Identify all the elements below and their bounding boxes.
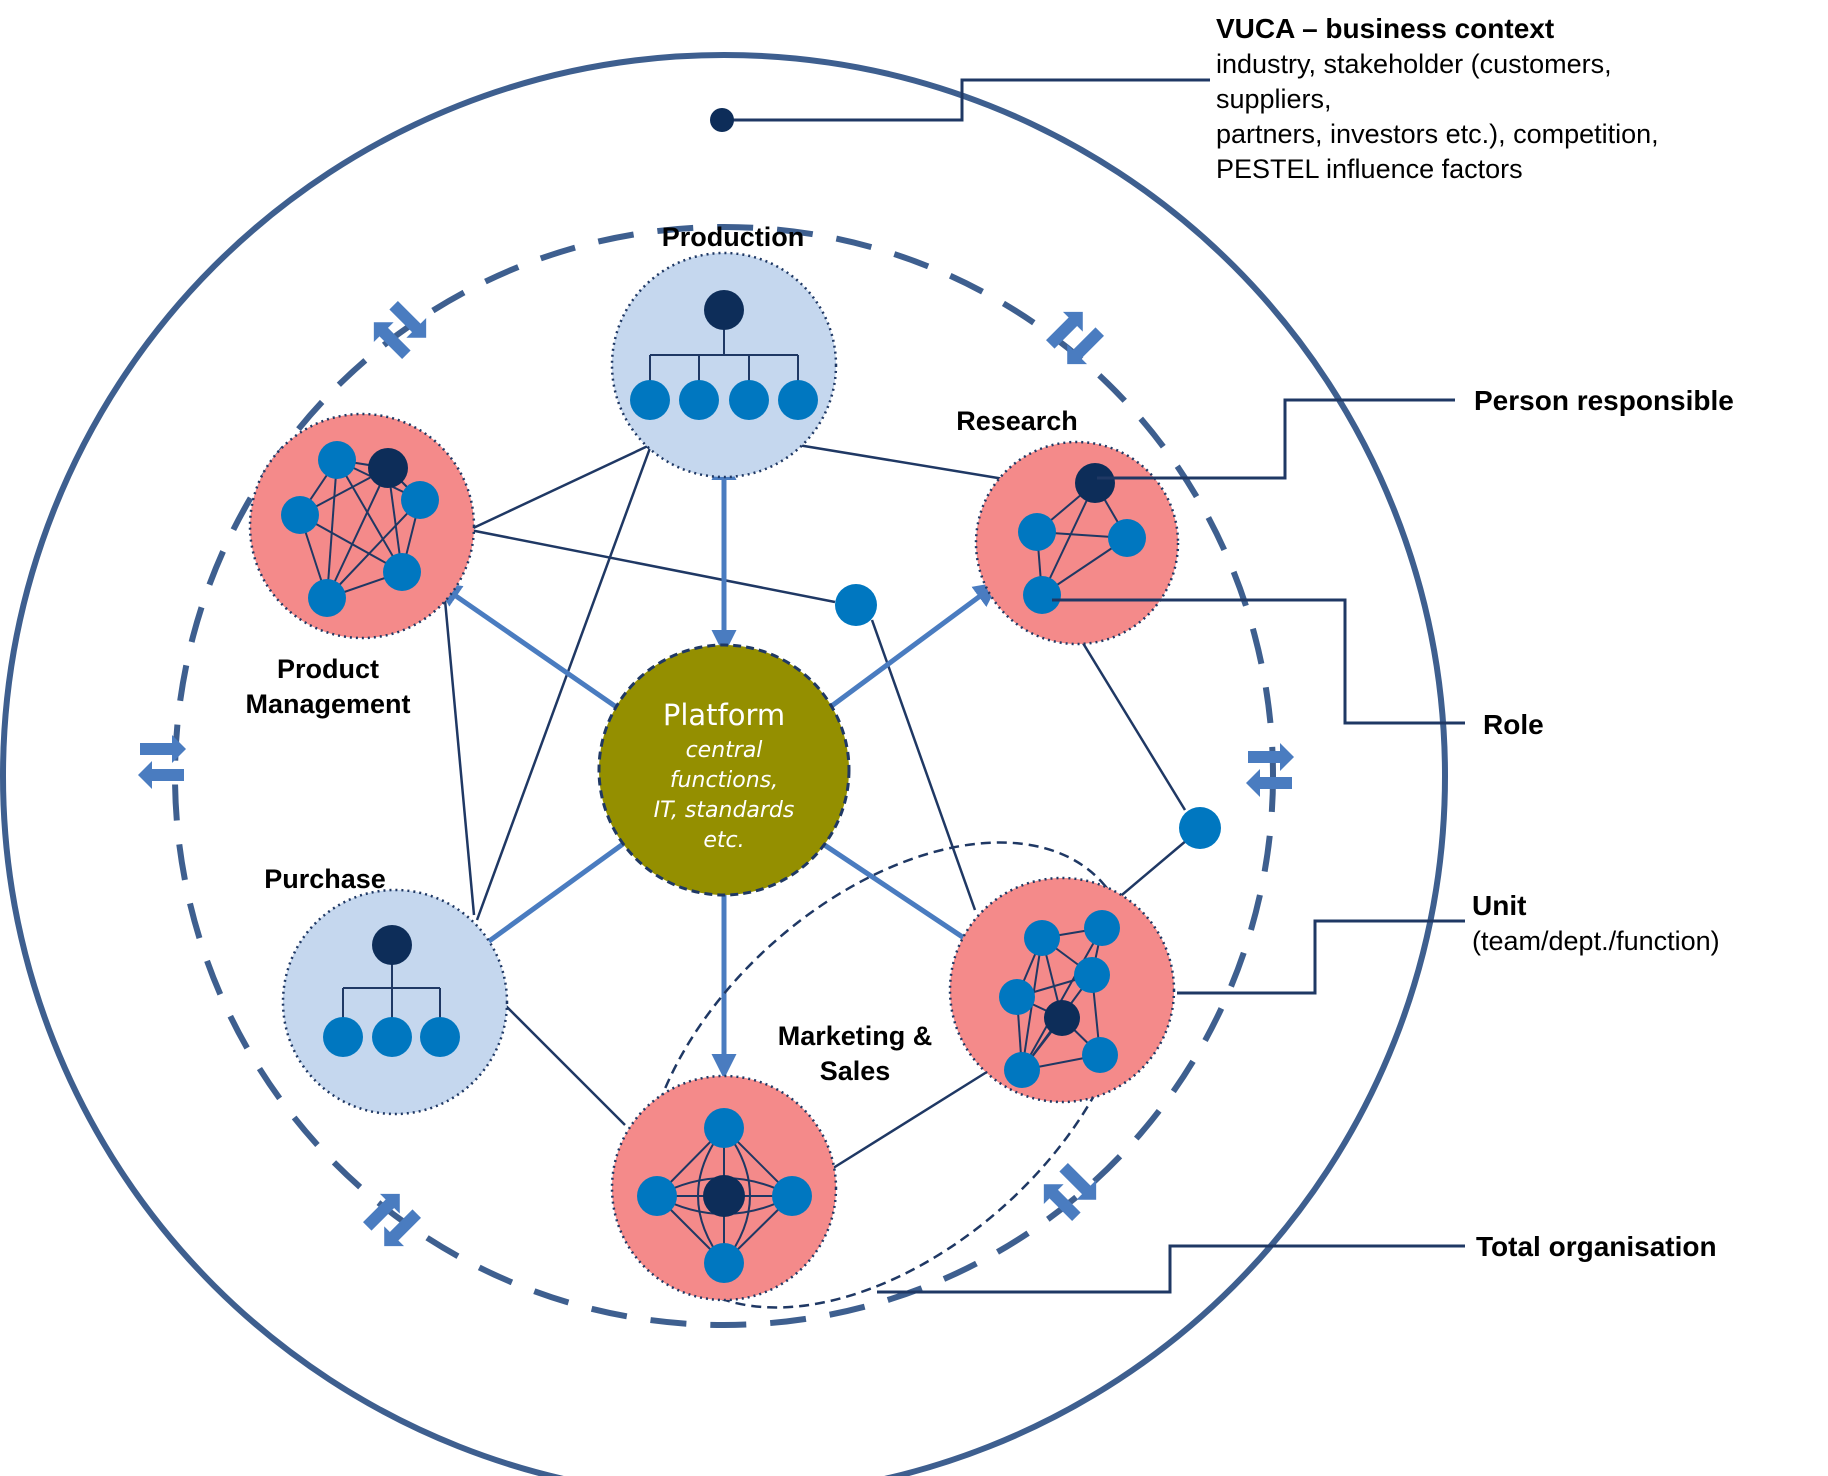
role-icon xyxy=(420,1017,460,1057)
unit-label-purchase: Purchase xyxy=(264,864,386,894)
unit-production xyxy=(610,251,838,479)
legend-person-responsible: Person responsible xyxy=(1474,385,1734,416)
role-icon xyxy=(1004,1052,1040,1088)
legend-unit-title: Unit xyxy=(1472,890,1526,921)
exchange-arrows xyxy=(138,301,1294,1247)
unit-marketing-sales-circle xyxy=(948,876,1176,1104)
role-icon xyxy=(372,1017,412,1057)
unit-product-management-circle xyxy=(248,412,476,640)
unit-label-product-management-2: Management xyxy=(245,689,410,719)
exchange-arrow-pair-top-left xyxy=(373,301,427,359)
person-icon xyxy=(1075,463,1115,503)
unit-production-circle xyxy=(610,251,838,479)
total-organisation-circle xyxy=(172,224,1276,1328)
role-icon xyxy=(1018,513,1056,551)
legend-unit-subtitle: (team/dept./function) xyxy=(1472,926,1720,956)
role-icon xyxy=(1024,920,1060,956)
unit-label-research: Research xyxy=(956,406,1078,436)
unit-purchase xyxy=(281,888,509,1116)
platform-title: Platform xyxy=(663,698,785,732)
exchange-arrow-pair-bottom-left xyxy=(363,1193,421,1247)
platform-line-1: central xyxy=(686,738,763,763)
vuca-line-1: industry, stakeholder (customers, xyxy=(1216,49,1612,79)
unit-product-management xyxy=(248,412,476,640)
vuca-line-3: partners, investors etc.), competition, xyxy=(1216,119,1659,149)
person-icon xyxy=(1044,1000,1080,1036)
business-context-circle xyxy=(0,52,1448,1476)
unit-research-circle xyxy=(974,440,1180,646)
role-icon xyxy=(778,380,818,420)
unit-marketing-sales-core xyxy=(610,1074,838,1302)
role-icon xyxy=(1023,576,1061,614)
role-icon xyxy=(318,441,356,479)
legend-total-organisation: Total organisation xyxy=(1476,1231,1717,1262)
role-icon xyxy=(772,1176,812,1216)
unit-label-production: Production xyxy=(662,222,805,252)
free-role-icon xyxy=(1179,807,1221,849)
role-icon xyxy=(308,579,346,617)
platform-line-2: functions, xyxy=(670,768,778,793)
role-icon xyxy=(704,1243,744,1283)
unit-research xyxy=(974,440,1180,646)
unit-marketing-sales xyxy=(948,876,1176,1104)
exchange-arrow-pair-top-right xyxy=(1046,311,1104,365)
role-icon xyxy=(323,1017,363,1057)
person-icon xyxy=(703,1175,745,1217)
role-icon xyxy=(729,380,769,420)
role-icon xyxy=(401,481,439,519)
role-icon xyxy=(1084,910,1120,946)
role-icon xyxy=(679,380,719,420)
platform: Platform central functions, IT, standard… xyxy=(597,643,851,897)
unit-purchase-circle xyxy=(281,888,509,1116)
vuca-line-4: PESTEL influence factors xyxy=(1216,154,1523,184)
platform-circle xyxy=(597,643,851,897)
role-icon xyxy=(1082,1037,1118,1073)
exchange-arrow-pair-bottom-right xyxy=(1043,1163,1097,1221)
exchange-arrow-pair-right xyxy=(1246,743,1294,797)
role-icon xyxy=(630,380,670,420)
platform-arrows xyxy=(435,455,1005,1079)
free-role-icon xyxy=(835,584,877,626)
role-icon xyxy=(383,553,421,591)
person-icon xyxy=(704,290,744,330)
role-icon xyxy=(704,1108,744,1148)
platform-line-4: etc. xyxy=(703,828,744,853)
vuca-line-2: suppliers, xyxy=(1216,84,1332,114)
exchange-arrow-pair-left xyxy=(138,735,186,789)
role-icon xyxy=(281,496,319,534)
legend-connectors xyxy=(722,78,1465,1294)
role-icon xyxy=(1108,519,1146,557)
unit-label-marketing-2: Sales xyxy=(820,1056,891,1086)
person-icon xyxy=(372,925,412,965)
person-icon xyxy=(368,448,408,488)
vuca-pointer-dot xyxy=(710,108,734,132)
platform-line-3: IT, standards xyxy=(654,798,795,823)
unit-label-marketing-1: Marketing & xyxy=(778,1021,933,1051)
role-icon xyxy=(1074,957,1110,993)
legend-role: Role xyxy=(1483,709,1544,740)
unit-label-product-management-1: Product xyxy=(277,654,379,684)
role-icon xyxy=(999,979,1035,1015)
role-icon xyxy=(637,1176,677,1216)
vuca-title: VUCA – business context xyxy=(1216,13,1554,44)
